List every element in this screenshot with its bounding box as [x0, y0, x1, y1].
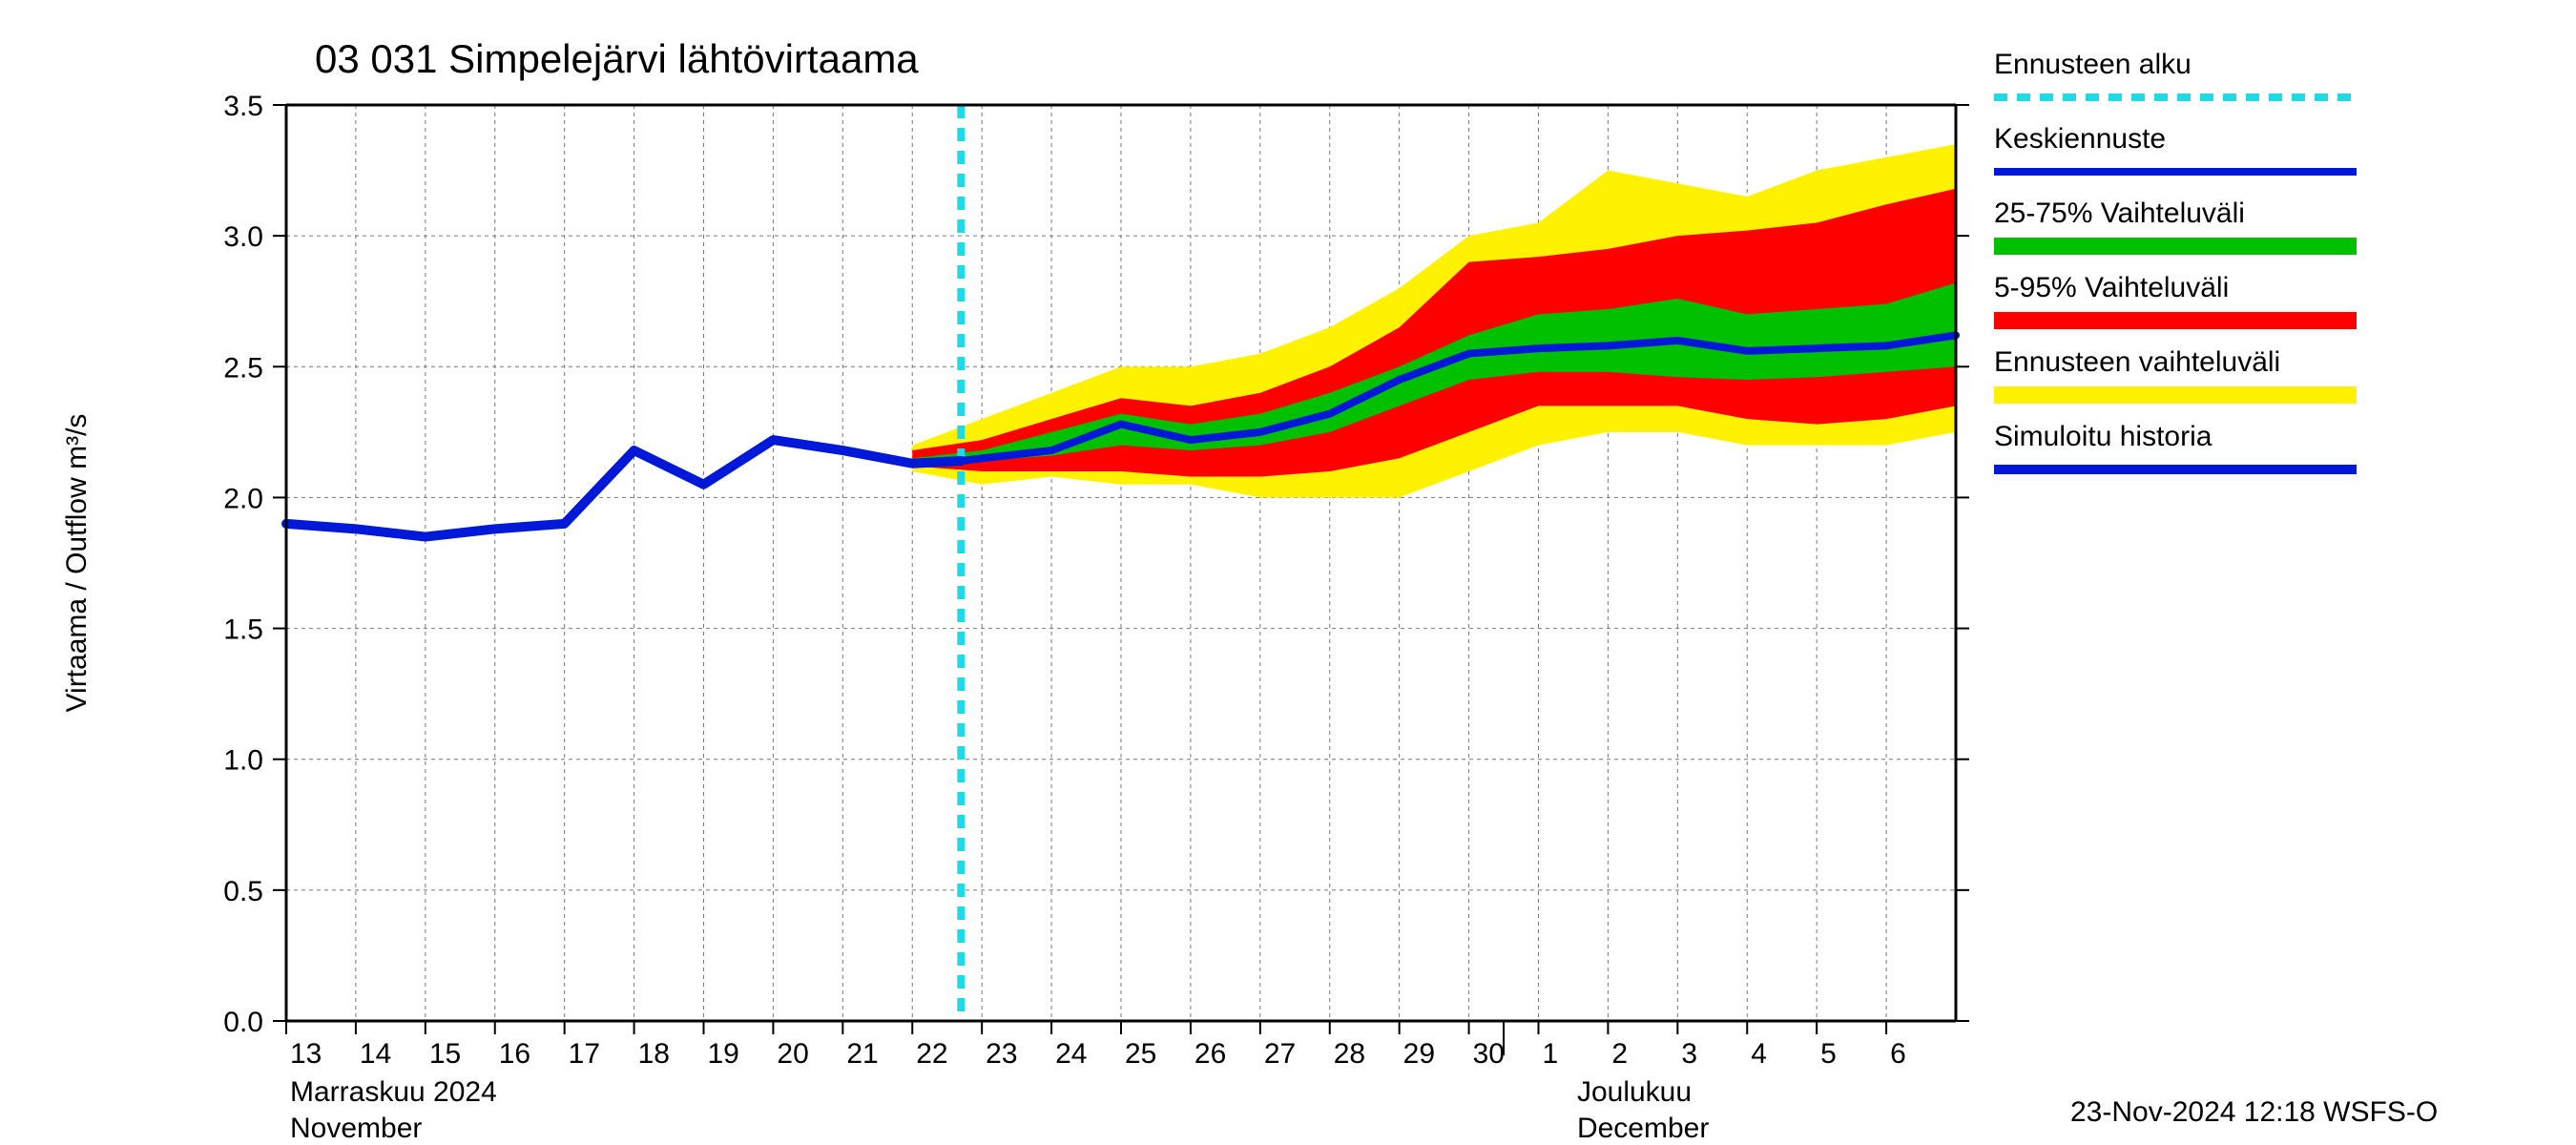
x-tick-label: 29 [1403, 1038, 1435, 1070]
x-tick-label: 26 [1195, 1038, 1226, 1070]
y-tick-label: 3.5 [223, 91, 263, 122]
legend-label-mean: Keskiennuste [1994, 123, 2166, 155]
y-tick-label: 0.5 [223, 876, 263, 907]
month-label: Joulukuu [1577, 1076, 1692, 1108]
y-tick-label: 1.0 [223, 745, 263, 777]
x-tick-label: 22 [916, 1038, 947, 1070]
x-tick-label: 5 [1820, 1038, 1837, 1070]
x-tick-label: 23 [986, 1038, 1017, 1070]
month-label-en: December [1577, 1113, 1709, 1144]
month-label: Marraskuu 2024 [290, 1076, 497, 1108]
x-tick-label: 28 [1334, 1038, 1365, 1070]
legend-swatch-p25_75 [1994, 238, 2357, 255]
legend-label-p25_75: 25-75% Vaihteluväli [1994, 198, 2245, 229]
history-line [286, 440, 961, 536]
x-tick-label: 18 [638, 1038, 670, 1070]
x-tick-label: 20 [777, 1038, 808, 1070]
legend-label-p5_95: 5-95% Vaihteluväli [1994, 272, 2229, 303]
x-tick-label: 14 [360, 1038, 391, 1070]
x-tick-label: 25 [1125, 1038, 1156, 1070]
y-tick-label: 2.0 [223, 483, 263, 514]
footer-timestamp: 23-Nov-2024 12:18 WSFS-O [2070, 1096, 2438, 1128]
y-tick-label: 3.0 [223, 221, 263, 253]
x-tick-label: 6 [1890, 1038, 1906, 1070]
y-tick-label: 0.0 [223, 1007, 263, 1038]
legend-swatch-p5_95 [1994, 312, 2357, 329]
x-tick-label: 13 [290, 1038, 322, 1070]
chart-title: 03 031 Simpelejärvi lähtövirtaama [315, 36, 919, 81]
y-axis-label: Virtaama / Outflow m³/s [61, 414, 93, 713]
x-tick-label: 15 [429, 1038, 461, 1070]
x-tick-label: 27 [1264, 1038, 1296, 1070]
x-tick-label: 19 [708, 1038, 739, 1070]
y-tick-label: 1.5 [223, 614, 263, 646]
x-tick-label: 17 [569, 1038, 600, 1070]
y-tick-label: 2.5 [223, 352, 263, 384]
x-tick-label: 21 [846, 1038, 878, 1070]
chart-svg: 0.00.51.01.52.02.53.03.51314151617181920… [0, 0, 2576, 1145]
x-tick-label: 30 [1473, 1038, 1505, 1070]
x-tick-label: 16 [499, 1038, 530, 1070]
x-tick-label: 4 [1751, 1038, 1767, 1070]
x-tick-label: 2 [1611, 1038, 1628, 1070]
legend-label-forecast_start: Ennusteen alku [1994, 49, 2192, 80]
x-tick-label: 3 [1681, 1038, 1697, 1070]
chart-container: 0.00.51.01.52.02.53.03.51314151617181920… [0, 0, 2576, 1145]
legend-swatch-full_range [1994, 386, 2357, 404]
x-tick-label: 1 [1543, 1038, 1559, 1070]
legend-label-full_range: Ennusteen vaihteluväli [1994, 346, 2280, 378]
legend-label-history: Simuloitu historia [1994, 421, 2212, 452]
month-label-en: November [290, 1113, 422, 1144]
x-tick-label: 24 [1055, 1038, 1087, 1070]
